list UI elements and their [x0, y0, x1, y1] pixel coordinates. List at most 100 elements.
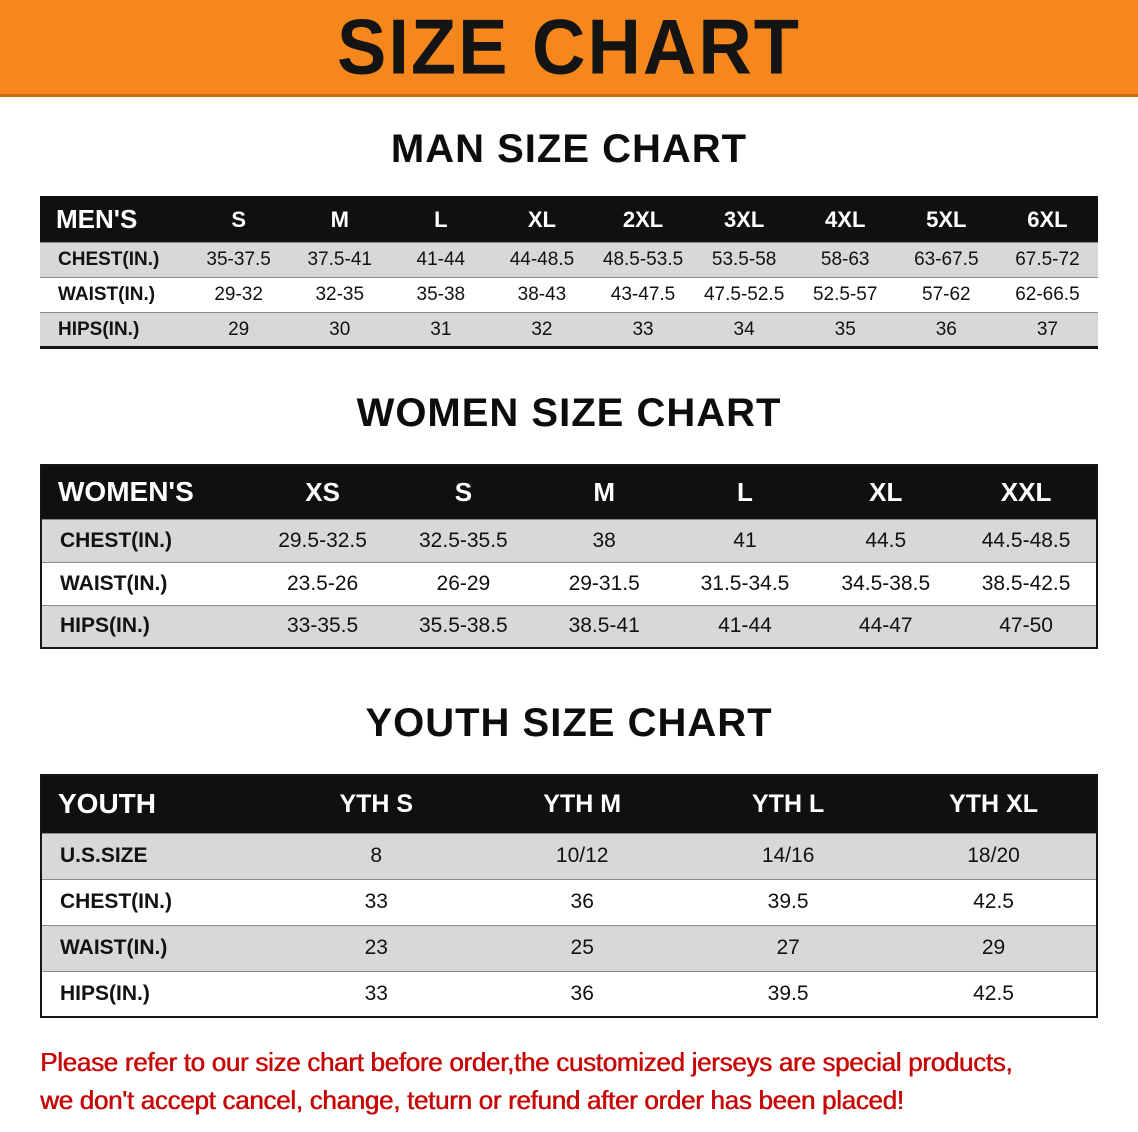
size-value-cell: 42.5	[973, 981, 1014, 1005]
size-value-cell: 8	[370, 844, 383, 867]
size-value-cell: 44.5-48.5	[981, 528, 1071, 552]
size-column-header: S	[188, 196, 290, 243]
size-column-header: YTH M	[479, 775, 686, 833]
table-row: WAIST(IN.) 23 25 27 29	[41, 925, 1097, 971]
size-value-cell: 29-31.5	[568, 571, 640, 595]
section-heading-youth: YOUTH SIZE CHART	[365, 701, 773, 745]
row-label: U.S.SIZE	[60, 844, 148, 867]
page-title: SIZE CHART	[337, 2, 801, 91]
table-row: WAIST(IN.) 29-32 32-35 35-38 38-43 43-47.5 47.…	[40, 277, 1098, 313]
row-label: CHEST(IN.)	[58, 249, 160, 270]
table-row: WAIST(IN.) 23.5-26 26-29 29-31.5 31.5-34.5 34…	[41, 562, 1097, 605]
size-value-cell: 41-44	[718, 614, 772, 638]
size-value-cell: 67.5-72	[1015, 249, 1080, 270]
size-value-cell: 44-47	[858, 614, 913, 638]
size-column-header: YTH L	[685, 775, 892, 833]
size-value-cell: 47-50	[999, 614, 1053, 638]
size-column-header: 4XL	[794, 196, 896, 243]
size-value-cell: 33	[632, 318, 654, 340]
size-value-cell: 26-29	[436, 571, 491, 595]
size-value-cell: 39.5	[767, 890, 809, 913]
size-value-cell: 35-37.5	[206, 249, 271, 270]
row-label: WAIST(IN.)	[60, 936, 168, 959]
size-column-header: 3XL	[693, 196, 795, 243]
size-value-cell: 42.5	[973, 890, 1014, 913]
size-value-cell: 35	[834, 318, 856, 340]
size-value-cell: 30	[329, 318, 351, 340]
size-value-cell: 62-66.5	[1015, 284, 1080, 305]
size-value-cell: 34	[733, 318, 755, 340]
size-value-cell: 32.5-35.5	[419, 528, 508, 552]
size-value-cell: 36	[935, 318, 957, 340]
size-value-cell: 35-38	[416, 284, 466, 305]
size-column-header: XL	[815, 465, 957, 519]
size-value-cell: 39.5	[767, 981, 809, 1005]
size-column-header: YTH S	[273, 775, 480, 833]
section-heading-women: WOMEN SIZE CHART	[356, 391, 782, 435]
size-value-cell: 34.5-38.5	[841, 571, 931, 595]
section-women: WOMEN SIZE CHART WOMEN'S XS S M L XL XXL CHEST(I…	[0, 391, 1138, 649]
size-value-cell: 33	[364, 890, 388, 913]
size-value-cell: 18/20	[967, 844, 1020, 867]
size-value-cell: 27	[776, 936, 800, 959]
row-label: WAIST(IN.)	[60, 571, 168, 595]
corner-header: WOMEN'S	[41, 465, 253, 519]
size-column-header: 5XL	[895, 196, 997, 243]
corner-header: MEN'S	[40, 196, 189, 243]
header-row: MEN'S S M L XL 2XL 3XL 4XL 5XL 6XL	[40, 196, 1098, 243]
section-heading-men: MAN SIZE CHART	[390, 127, 748, 171]
size-value-cell: 36	[570, 890, 594, 913]
table-row: U.S.SIZE 8 10/12 14/16 18/20	[41, 833, 1097, 879]
table-row: HIPS(IN.) 29 30 31 32 33 34 35 36 37	[40, 312, 1098, 348]
size-value-cell: 52.5-57	[812, 284, 878, 305]
size-value-cell: 36	[570, 981, 594, 1005]
row-label: HIPS(IN.)	[58, 318, 140, 340]
table-row: CHEST(IN.) 33 36 39.5 42.5	[41, 879, 1097, 925]
table-row: CHEST(IN.) 29.5-32.5 32.5-35.5 38 41 44.5 44.5…	[41, 519, 1097, 562]
size-value-cell: 23	[364, 936, 388, 959]
size-value-cell: 47.5-52.5	[703, 284, 785, 305]
row-label: CHEST(IN.)	[60, 890, 172, 913]
size-value-cell: 32	[531, 318, 553, 340]
disclaimer: Please refer to our size chart before or…	[40, 1044, 1098, 1119]
size-column-header: XL	[491, 196, 593, 243]
size-column-header: 6XL	[996, 196, 1098, 243]
size-value-cell: 33-35.5	[286, 614, 359, 638]
size-value-cell: 38	[592, 528, 616, 552]
size-value-cell: 32-35	[315, 284, 365, 305]
row-label: WAIST(IN.)	[58, 284, 156, 305]
size-value-cell: 58-63	[820, 249, 870, 270]
size-value-cell: 63-67.5	[914, 249, 979, 270]
size-table-youth: YOUTH YTH S YTH M YTH L YTH XL U.S.SIZE 8 10/12…	[40, 774, 1098, 1018]
size-column-header: YTH XL	[891, 775, 1097, 833]
size-value-cell: 44.5	[865, 528, 907, 552]
size-value-cell: 41	[733, 528, 757, 552]
size-table-men: MEN'S S M L XL 2XL 3XL 4XL 5XL 6XL CHEST(IN.) 35-37…	[40, 196, 1098, 349]
size-column-header: M	[533, 465, 675, 519]
size-value-cell: 38-43	[517, 284, 567, 305]
corner-header: YOUTH	[41, 775, 274, 833]
size-value-cell: 10/12	[555, 844, 609, 867]
size-value-cell: 38.5-41	[568, 614, 640, 638]
disclaimer-line-1: Please refer to our size chart before or…	[40, 1047, 1013, 1077]
header-row: WOMEN'S XS S M L XL XXL	[41, 465, 1097, 519]
size-value-cell: 29	[228, 318, 250, 340]
size-value-cell: 38.5-42.5	[981, 571, 1071, 595]
size-value-cell: 37	[1036, 318, 1058, 340]
sections-container: MAN SIZE CHART MEN'S S M L XL 2XL 3XL 4XL 5XL 6XL C…	[0, 127, 1138, 1018]
size-column-header: L	[674, 465, 816, 519]
size-value-cell: 53.5-58	[711, 249, 777, 270]
disclaimer-line-2: we don't accept cancel, change, teturn o…	[40, 1084, 904, 1115]
size-column-header: L	[390, 196, 492, 243]
size-value-cell: 31.5-34.5	[700, 571, 790, 595]
size-table-women: WOMEN'S XS S M L XL XXL CHEST(IN.) 29.5-32.5 32.5…	[40, 464, 1098, 649]
size-column-header: M	[289, 196, 391, 243]
size-value-cell: 41-44	[416, 249, 466, 270]
size-value-cell: 25	[570, 936, 594, 959]
size-value-cell: 29-32	[214, 284, 263, 305]
row-label: HIPS(IN.)	[60, 614, 150, 638]
size-value-cell: 29.5-32.5	[278, 528, 367, 552]
size-value-cell: 23.5-26	[286, 571, 359, 595]
size-value-cell: 43-47.5	[610, 284, 676, 305]
